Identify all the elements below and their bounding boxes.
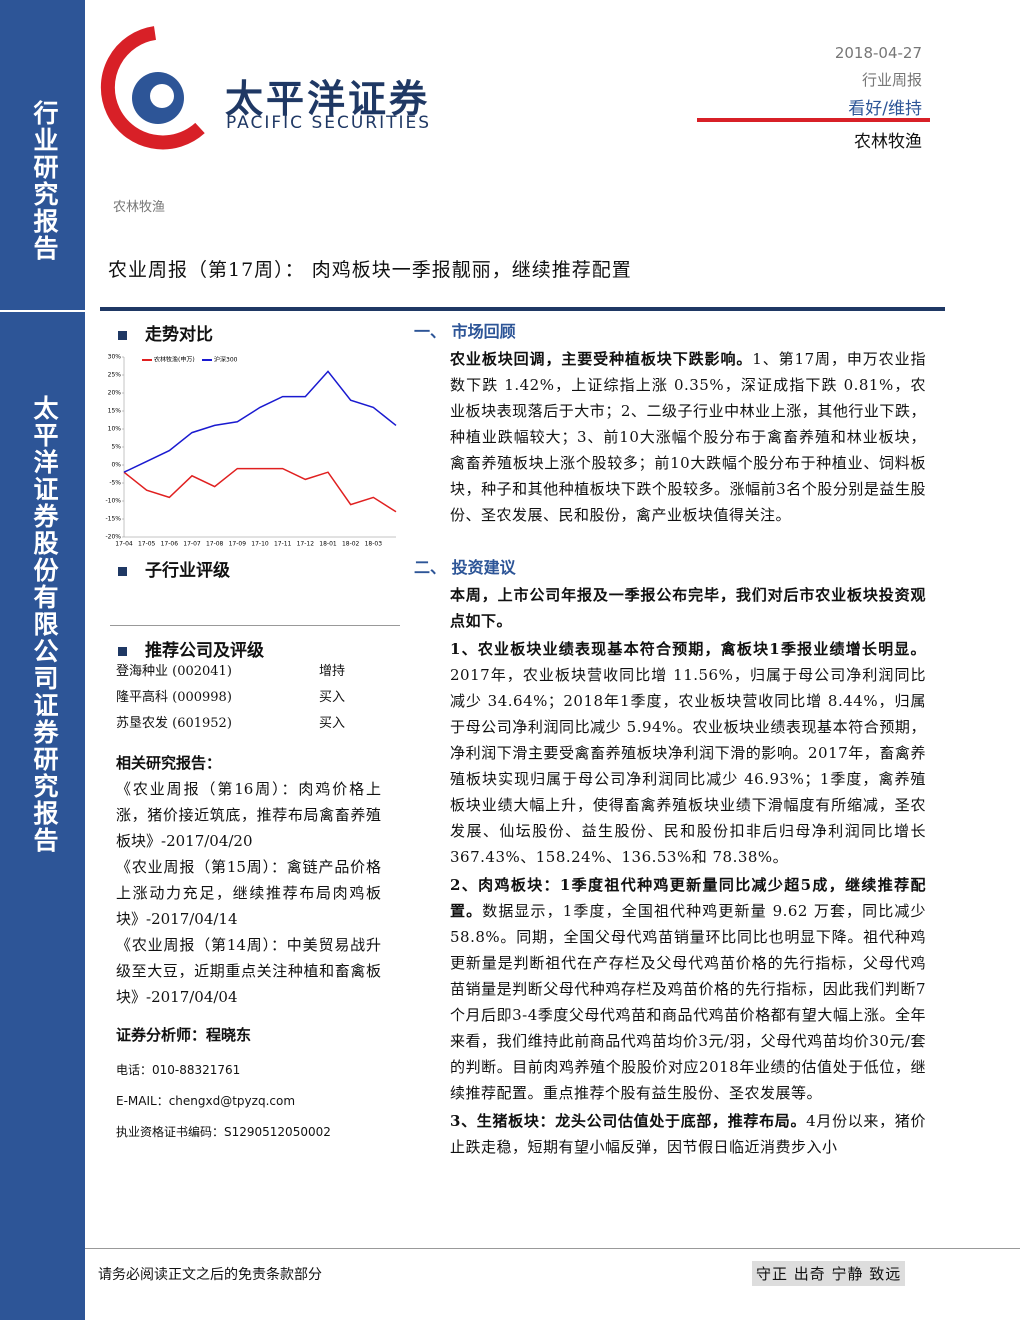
- heading-text: 子行业评级: [145, 561, 230, 581]
- paragraph-lead: 本周，上市公司年报及一季报公布完毕，我们对后市农业板块投资观点如下。: [450, 586, 926, 630]
- rule: [110, 625, 400, 626]
- x-tick-label: 18-01: [319, 541, 337, 548]
- x-tick-label: 17-11: [274, 541, 292, 548]
- paragraph: 1、农业板块业绩表现基本符合预期，禽板块1季报业绩增长明显。 2017年，农业板块…: [414, 636, 926, 870]
- rec-row: 隆平高科 (000998) 买入: [116, 686, 396, 712]
- x-tick-label: 17-07: [183, 541, 201, 548]
- motto: 守正 出奇 宁静 致远: [752, 1261, 906, 1286]
- logo-mark: [100, 26, 205, 150]
- y-tick-label: -10%: [105, 498, 121, 505]
- x-tick-label: 17-04: [115, 541, 133, 548]
- contact: 电话：010-88321761: [116, 1063, 241, 1077]
- section-heading: 一、 市场回顾: [414, 322, 516, 341]
- related-report: 《农业周报（第16周）：肉鸡价格上涨，猪价接近筑底，推荐布局禽畜养殖板块》-20…: [116, 780, 381, 850]
- paragraph: 3、生猪板块：龙头公司估值处于底部，推荐布局。4月份以来，猪价止跌走稳，短期有望…: [414, 1108, 926, 1160]
- chart: 30% 25% 20% 15% 10% 5% 0% -5% -10% -15% -20%17-04 1…: [105, 354, 397, 548]
- x-tick-label: 17-08: [206, 541, 224, 548]
- sidebar-top: 行业研究报告: [30, 100, 59, 262]
- company: 隆平高科 (000998): [116, 690, 232, 705]
- x-tick-label: 18-03: [365, 541, 383, 548]
- x-tick-label: 17-12: [297, 541, 315, 548]
- heading-text: 走势对比: [145, 325, 213, 345]
- related-heading: 相关研究报告：: [116, 754, 222, 772]
- industry: 农林牧渔: [854, 132, 922, 152]
- title: 农业周报（第17周）： 肉鸡板块一季报靓丽，继续推荐配置: [108, 259, 632, 281]
- y-tick-label: 30%: [108, 354, 122, 361]
- paragraph-lead: 1、农业板块业绩表现基本符合预期，禽板块1季报业绩增长明显。: [450, 640, 926, 658]
- date: 2018-04-27: [834, 44, 922, 62]
- paragraph-text: 2017年，农业板块营收同比增 11.56%，归属于母公司净利润同比减少 34.…: [450, 666, 926, 866]
- x-tick-label: 17-09: [229, 541, 247, 548]
- logo-cn: 太平洋证券: [225, 77, 431, 121]
- report-type: 行业周报: [861, 71, 922, 89]
- section-heading: 子行业评级: [118, 556, 230, 581]
- company-rating: 增持: [319, 664, 346, 679]
- y-tick-label: 5%: [111, 444, 121, 451]
- rating: 看好/维持: [848, 99, 922, 119]
- sidebar-bottom: 太平洋证券股份有限公司证券研究报告: [30, 395, 59, 854]
- company-rating: 买入: [319, 690, 346, 705]
- contact: 执业资格证书编码：S1290512050002: [116, 1125, 331, 1139]
- paragraph-lead: 农业板块回调，主要受种植板块下跌影响。: [450, 350, 753, 368]
- x-tick-label: 17-05: [138, 541, 156, 548]
- analyst: 证券分析师：程晓东: [116, 1026, 252, 1044]
- section: 一、 市场回顾农业板块回调，主要受种植板块下跌影响。1、第17周，申万农业指数下…: [414, 318, 926, 528]
- section-heading: 二、 投资建议: [414, 558, 516, 577]
- recommendations: 登海种业 (002041) 增持 隆平高科 (000998) 买入 苏垦农发 (6019…: [116, 660, 396, 738]
- legend-label: 沪深300: [214, 356, 238, 364]
- y-tick-label: -20%: [105, 534, 121, 541]
- y-tick-label: 10%: [108, 426, 122, 433]
- paragraph: 本周，上市公司年报及一季报公布完毕，我们对后市农业板块投资观点如下。: [414, 582, 926, 634]
- company-rating: 买入: [319, 716, 346, 731]
- y-tick-label: -5%: [109, 480, 121, 487]
- section-heading: 走势对比: [118, 320, 213, 345]
- related-report: 《农业周报（第15周）：禽链产品价格上涨动力充足，继续推荐布局肉鸡板块》-201…: [116, 858, 381, 928]
- paragraph-lead: 2、肉鸡板块：1季度祖代种鸡更新量同比减少超5成，继续推荐配置。: [450, 876, 926, 920]
- footer-rule: [85, 1248, 1020, 1249]
- company: 登海种业 (002041): [116, 664, 232, 679]
- legend-label: 农林牧渔(申万): [154, 356, 195, 364]
- x-tick-label: 18-02: [342, 541, 360, 548]
- y-tick-label: 15%: [108, 408, 122, 415]
- y-tick-label: 20%: [108, 390, 122, 397]
- y-tick-label: -15%: [105, 516, 121, 523]
- logo-en: PACIFIC SECURITIES: [226, 113, 432, 133]
- paragraph: 2、肉鸡板块：1季度祖代种鸡更新量同比减少超5成，继续推荐配置。数据显示，1季度…: [414, 872, 926, 1106]
- company: 苏垦农发 (601952): [116, 716, 232, 731]
- rec-row: 苏垦农发 (601952) 买入: [116, 712, 396, 738]
- x-tick-label: 17-06: [161, 541, 179, 548]
- y-tick-label: 25%: [108, 372, 122, 379]
- section-heading: 推荐公司及评级: [118, 636, 264, 661]
- related-list: 《农业周报（第16周）：肉鸡价格上涨，猪价接近筑底，推荐布局禽畜养殖板块》-20…: [116, 776, 381, 1010]
- paragraph-text: 数据显示，1季度，全国祖代种鸡更新量 9.62 万套，同比减少 58.8%。同期…: [450, 902, 926, 1102]
- divider: [0, 310, 85, 312]
- sidebar: 行业研究报告 太平洋证券股份有限公司证券研究报告: [0, 0, 85, 1320]
- body: 一、 市场回顾农业板块回调，主要受种植板块下跌影响。1、第17周，申万农业指数下…: [414, 318, 926, 1160]
- contacts: 电话：010-88321761 E-MAIL：chengxd@tpyzq.com 执…: [116, 1055, 331, 1148]
- x-tick-label: 17-10: [251, 541, 269, 548]
- paragraph-lead: 3、生猪板块：龙头公司估值处于底部，推荐布局。: [450, 1112, 807, 1130]
- heading-text: 推荐公司及评级: [145, 641, 264, 661]
- paragraph-text: 1、第17周，申万农业指数下跌 1.42%，上证综指上涨 0.35%，深证成指下…: [450, 350, 926, 524]
- rec-row: 登海种业 (002041) 增持: [116, 660, 396, 686]
- contact: E-MAIL：chengxd@tpyzq.com: [116, 1094, 296, 1108]
- title-rule: [100, 307, 945, 311]
- disclaimer: 请务必阅读正文之后的免责条款部分: [98, 1267, 322, 1283]
- paragraph: 农业板块回调，主要受种植板块下跌影响。1、第17周，申万农业指数下跌 1.42%…: [414, 346, 926, 528]
- paragraph-text: 4月份以来，猪价止跌走稳，短期有望小幅反弹，因节假日临近消费步入小: [450, 1112, 926, 1156]
- series-line: [123, 467, 397, 513]
- y-tick-label: 0%: [111, 462, 121, 469]
- section: 二、 投资建议本周，上市公司年报及一季报公布完毕，我们对后市农业板块投资观点如下…: [414, 554, 926, 1160]
- series-line: [123, 370, 397, 473]
- related-report: 《农业周报（第14周）：中美贸易战升级至大豆，近期重点关注种植和畜禽板块》-20…: [116, 936, 381, 1006]
- category: 农林牧渔: [113, 200, 166, 215]
- red-rule: [697, 118, 930, 122]
